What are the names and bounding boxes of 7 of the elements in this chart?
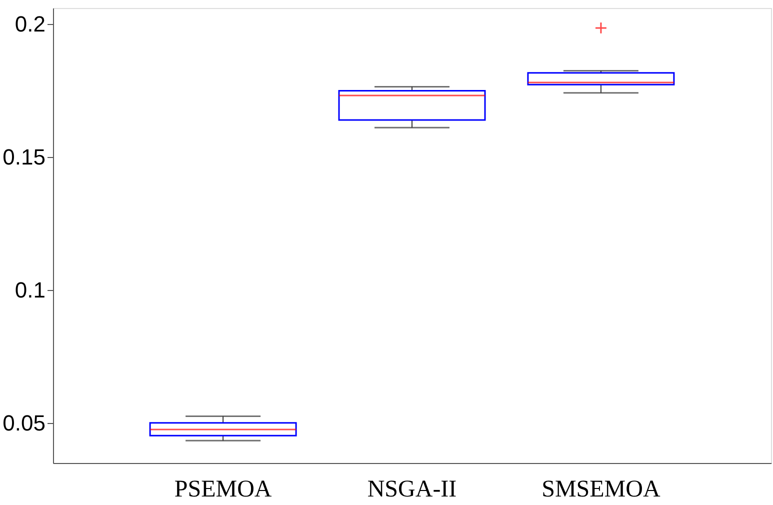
y-tick-label: 0.2 [14, 11, 46, 36]
y-tick-label: 0.1 [14, 277, 46, 302]
y-tick-label: 0.05 [2, 410, 46, 436]
x-tick-label: PSEMOA [174, 476, 272, 502]
y-tick-label: 0.15 [2, 144, 46, 170]
x-tick-label: NSGA-II [367, 476, 457, 502]
x-tick-label: SMSEMOA [542, 476, 661, 502]
